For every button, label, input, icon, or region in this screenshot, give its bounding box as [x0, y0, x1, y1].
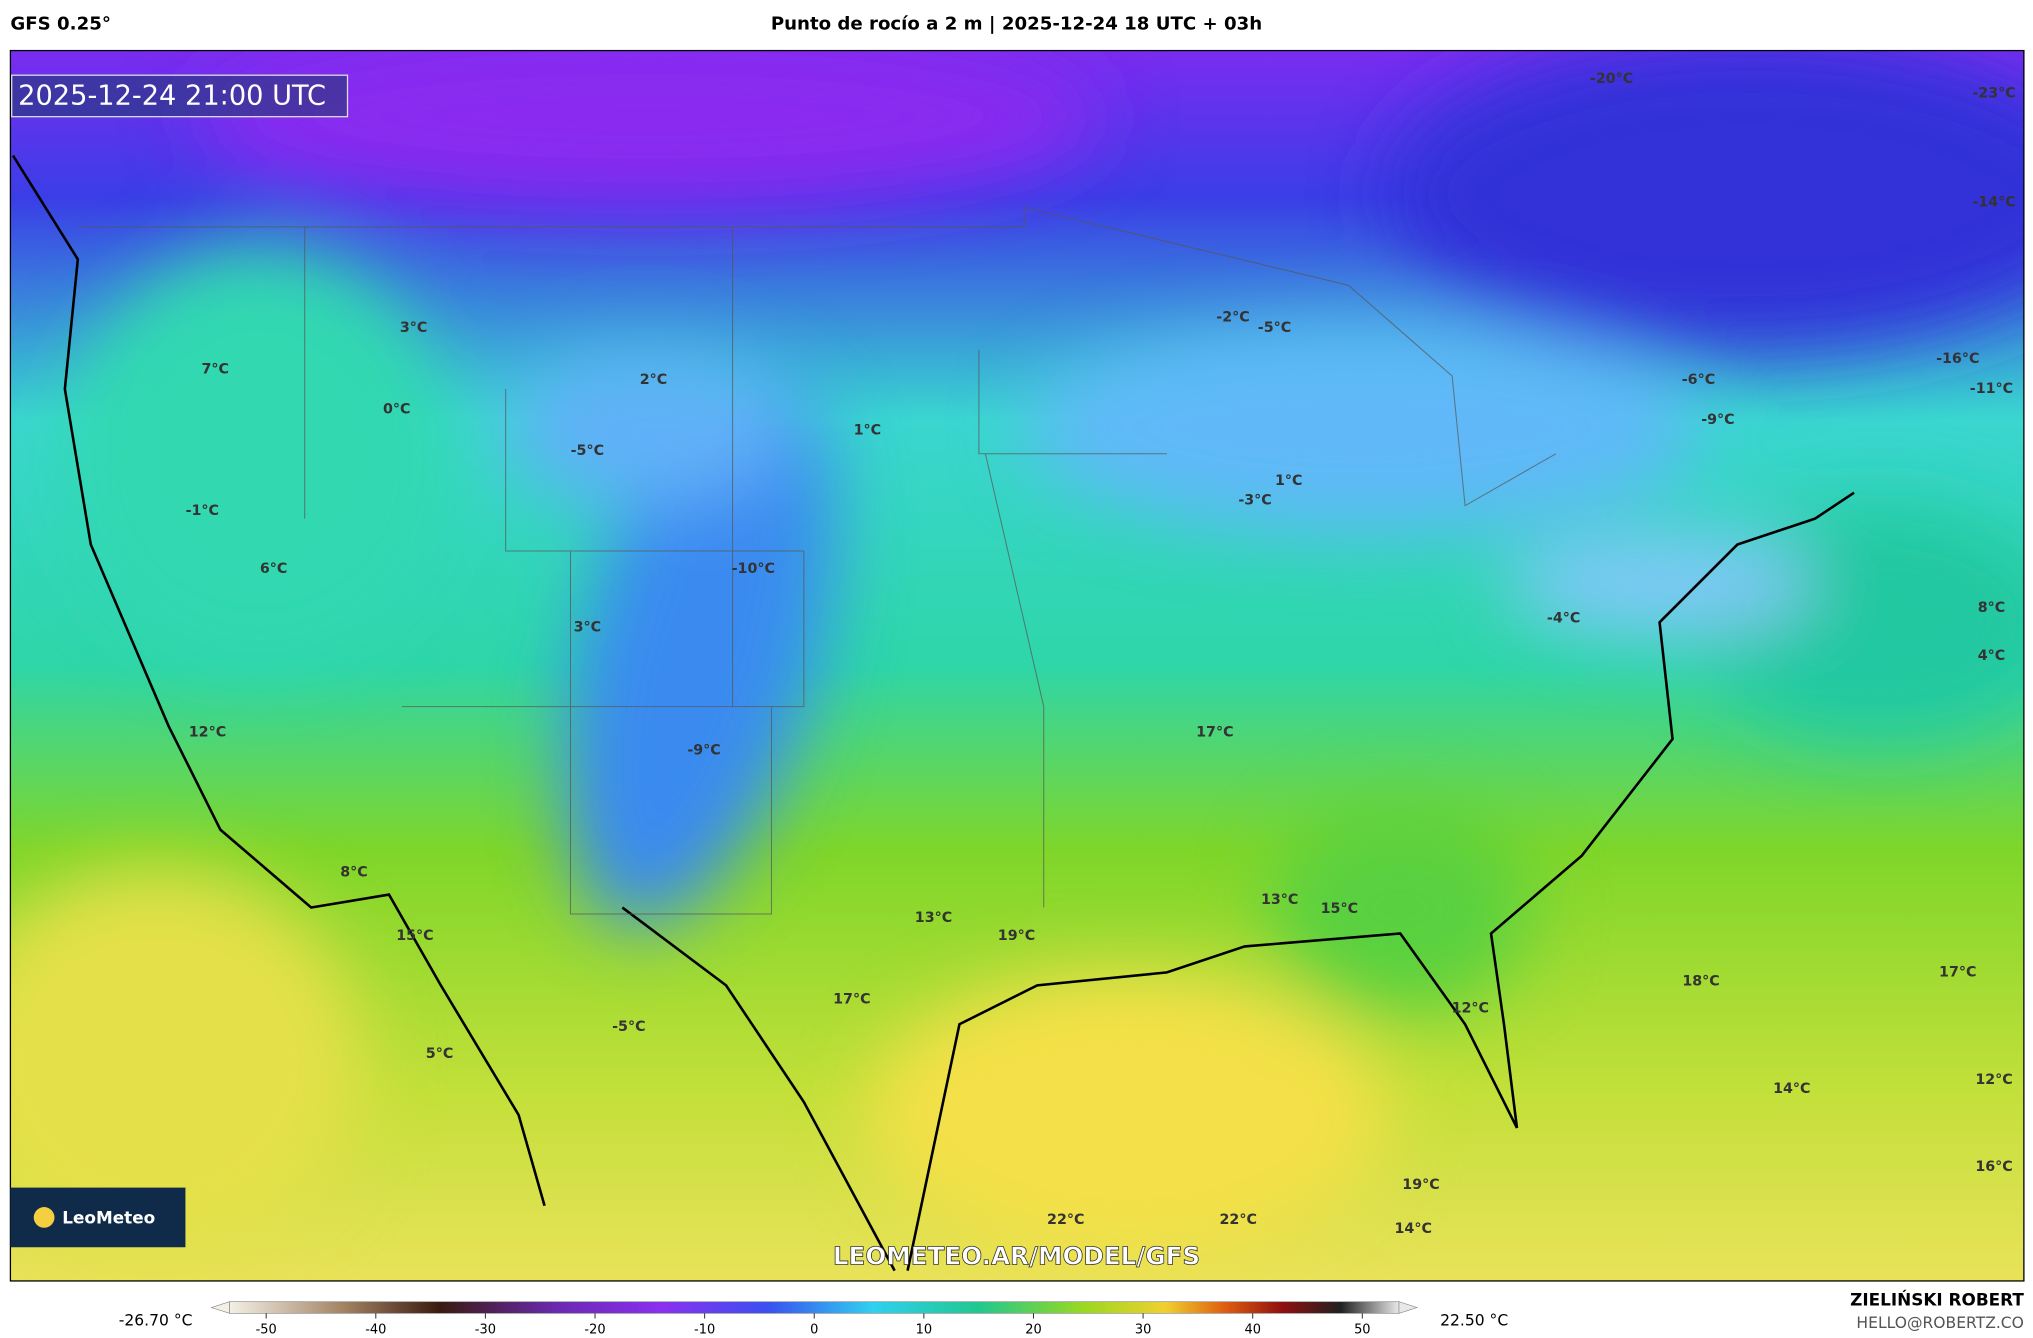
point-label: -5°C: [612, 1019, 645, 1035]
point-label: 14°C: [1773, 1081, 1810, 1097]
point-label: 22°C: [1219, 1212, 1256, 1228]
colorbar-tick-label: -40: [365, 1323, 386, 1338]
point-label: -4°C: [1547, 610, 1580, 626]
point-label: 8°C: [340, 865, 367, 881]
colorbar-tick-label: 50: [1354, 1323, 1370, 1338]
timestamp-box: [11, 74, 349, 118]
email: HELLO@ROBERTZ.CO: [1856, 1314, 2023, 1332]
model-name: GFS 0.25°: [10, 14, 111, 35]
point-label: 14°C: [1395, 1221, 1432, 1237]
colorbar: -50 -40 -30 -20 -10 0 10 20 30 40 50: [210, 1301, 1419, 1338]
point-label: 13°C: [915, 910, 952, 926]
point-label: 4°C: [1978, 648, 2006, 664]
point-label: 2°C: [640, 372, 668, 388]
point-label: -16°C: [1936, 351, 1979, 367]
colorbar-max: 22.50 °C: [1440, 1312, 1508, 1330]
point-label: -5°C: [1258, 320, 1291, 336]
point-label: 19°C: [1402, 1177, 1439, 1193]
title: Punto de rocío a 2 m | 2025-12-24 18 UTC…: [771, 14, 1262, 35]
point-label: 12°C: [1975, 1072, 2012, 1088]
colorbar-gradient: [229, 1301, 1400, 1314]
colorbar-tick-label: 10: [916, 1323, 932, 1338]
point-label: -10°C: [732, 561, 775, 577]
point-label: -3°C: [1238, 492, 1271, 508]
map-labels: -20°C -23°C -14°C -2°C -5°C 3°C 2°C 7°C 0°C -16°C…: [186, 71, 2016, 1237]
point-label: -14°C: [1972, 194, 2015, 210]
point-label: 17°C: [1196, 725, 1233, 741]
colorbar-end: [1398, 1301, 1419, 1314]
colorbar-end: [210, 1301, 230, 1314]
timestamp: 2025-12-24 21:00 UTC: [18, 81, 326, 112]
point-label: 15°C: [396, 928, 433, 944]
point-label: 18°C: [1682, 973, 1719, 989]
logo: LeoMeteo: [62, 1208, 155, 1228]
point-label: 19°C: [998, 928, 1035, 944]
colorbar-tick-label: -50: [256, 1323, 277, 1338]
colorbar-tick-label: -10: [694, 1323, 715, 1338]
point-label: -1°C: [186, 503, 219, 519]
point-label: 16°C: [1975, 1159, 2012, 1175]
point-label: 17°C: [833, 992, 870, 1008]
colorbar-tick-label: -20: [584, 1323, 605, 1338]
point-label: -9°C: [1701, 412, 1734, 428]
point-label: 12°C: [1452, 1001, 1489, 1017]
point-label: -5°C: [571, 443, 604, 459]
point-label: 7°C: [202, 362, 230, 378]
point-label: 12°C: [189, 725, 226, 741]
point-label: 0°C: [383, 402, 410, 418]
colorbar-tick-label: -30: [475, 1323, 496, 1338]
point-label: 15°C: [1321, 901, 1358, 917]
colorbar-tick-label: 20: [1025, 1323, 1041, 1338]
map: [10, 50, 2024, 1281]
point-label: -23°C: [1972, 85, 2015, 101]
colorbar-tick-label: 30: [1135, 1323, 1151, 1338]
watermark: LEOMETEO.AR/MODEL/GFS: [833, 1242, 1200, 1271]
point-label: 5°C: [426, 1046, 453, 1062]
point-label: 3°C: [574, 620, 602, 636]
point-label: 1°C: [1275, 473, 1303, 489]
colorbar-tick-label: 40: [1244, 1323, 1260, 1338]
point-label: -6°C: [1682, 372, 1715, 388]
point-label: -2°C: [1216, 310, 1249, 326]
author: ZIELIŃSKI ROBERT: [1850, 1288, 2024, 1309]
point-label: 6°C: [260, 561, 288, 577]
point-label: 3°C: [400, 320, 428, 336]
point-label: 8°C: [1978, 600, 2006, 616]
point-label: 13°C: [1261, 892, 1298, 908]
point-label: -9°C: [687, 743, 720, 759]
point-label: 22°C: [1047, 1212, 1084, 1228]
colorbar-tick-label: 0: [810, 1323, 818, 1338]
colorbar-min: -26.70 °C: [119, 1312, 193, 1330]
logo-sun: [33, 1207, 55, 1228]
point-label: 1°C: [854, 422, 882, 438]
point-label: -20°C: [1590, 71, 1633, 87]
point-label: 17°C: [1939, 964, 1976, 980]
point-label: -11°C: [1970, 381, 2013, 397]
